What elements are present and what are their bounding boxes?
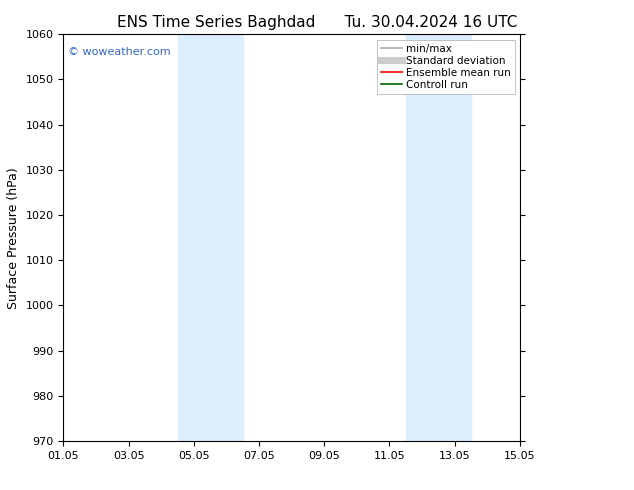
Legend: min/max, Standard deviation, Ensemble mean run, Controll run: min/max, Standard deviation, Ensemble me… [377,40,515,94]
Text: ENS Time Series Baghdad      Tu. 30.04.2024 16 UTC: ENS Time Series Baghdad Tu. 30.04.2024 1… [117,15,517,30]
Bar [406,34,471,441]
Text: © woweather.com: © woweather.com [68,47,171,56]
Y-axis label: Surface Pressure (hPa): Surface Pressure (hPa) [7,167,20,309]
Bar [178,34,243,441]
